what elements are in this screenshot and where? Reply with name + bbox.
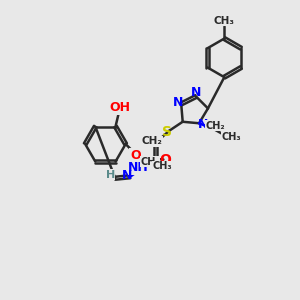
Text: CH₂: CH₂: [142, 136, 163, 146]
Text: CH₃: CH₃: [153, 161, 172, 171]
Text: CH₃: CH₃: [222, 132, 242, 142]
Text: N: N: [198, 118, 208, 131]
Text: N: N: [191, 86, 201, 99]
Text: N: N: [172, 96, 183, 109]
Text: CH₃: CH₃: [214, 16, 235, 26]
Text: O: O: [130, 148, 141, 162]
Text: OH: OH: [110, 101, 130, 114]
Text: CH₂: CH₂: [140, 157, 160, 167]
Text: N: N: [122, 169, 132, 182]
Text: O: O: [159, 153, 171, 167]
Text: CH₂: CH₂: [206, 121, 225, 130]
Text: NH: NH: [128, 161, 148, 174]
Text: H: H: [106, 170, 115, 180]
Text: S: S: [162, 125, 172, 139]
